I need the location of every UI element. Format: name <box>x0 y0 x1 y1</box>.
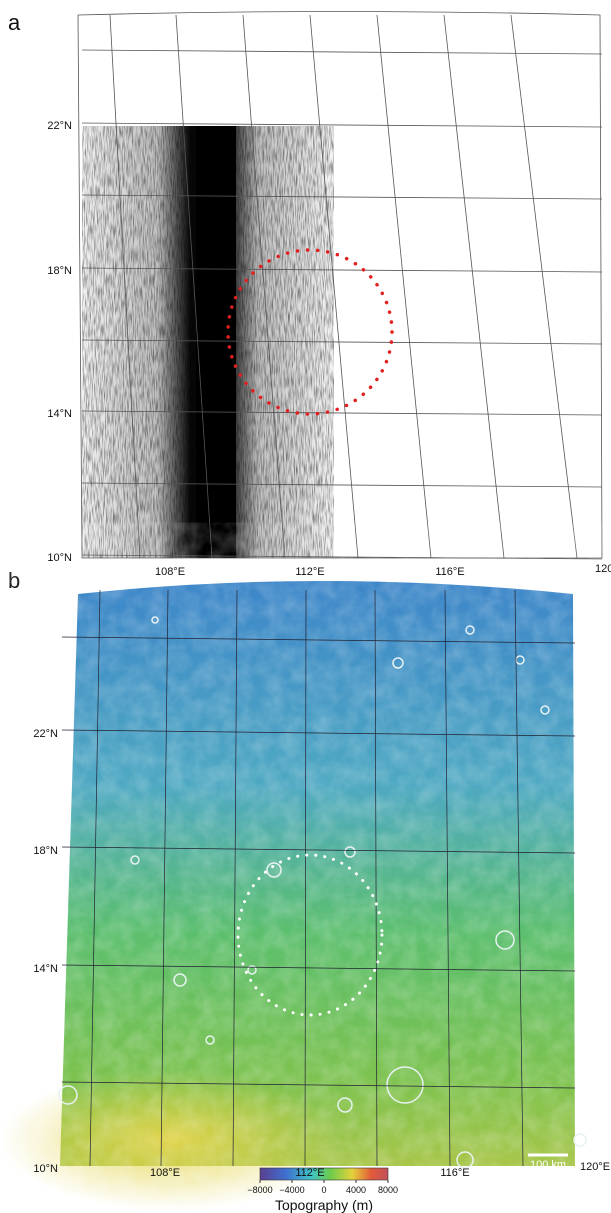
dotted-circle <box>226 248 394 416</box>
coordinate-label: 108°E <box>155 566 185 578</box>
crater <box>392 657 404 669</box>
coordinate-label: 112°E <box>295 1167 324 1179</box>
crater <box>205 1035 215 1045</box>
grid-line <box>376 14 432 559</box>
grid-line <box>61 729 576 737</box>
grid-line <box>81 410 603 416</box>
coordinate-label: 112°E <box>295 566 324 578</box>
crater <box>58 1085 78 1105</box>
crater <box>573 1133 587 1147</box>
coordinate-label: 14°N <box>33 963 58 975</box>
grid-line <box>81 339 603 345</box>
crater <box>337 1097 353 1113</box>
tick-label: −8000 <box>247 1185 272 1195</box>
tick-label: 4000 <box>346 1185 366 1195</box>
coordinate-label: 18°N <box>47 265 72 277</box>
crater <box>130 855 140 865</box>
tick-label: 8000 <box>378 1185 398 1195</box>
crater <box>266 862 282 878</box>
dotted-circle <box>236 853 384 1017</box>
grid-line <box>309 14 359 559</box>
grid-line <box>81 122 603 128</box>
craters <box>58 616 587 1169</box>
grid-line <box>160 589 169 1167</box>
grid-line <box>242 14 286 559</box>
panel-label: b <box>8 568 20 593</box>
grid-line <box>444 589 451 1167</box>
crater <box>495 930 515 950</box>
grid-line <box>81 49 603 55</box>
panel-label: a <box>8 10 21 35</box>
grid-line <box>374 589 378 1167</box>
coordinate-label: 10°N <box>33 1163 58 1175</box>
crater <box>540 705 550 715</box>
crater <box>173 973 187 987</box>
tick-label: −4000 <box>279 1185 304 1195</box>
coordinate-label: 22°N <box>47 120 72 132</box>
coordinate-label: 18°N <box>33 845 58 857</box>
grid-line <box>514 589 524 1167</box>
coordinate-label: 116°E <box>440 1167 469 1179</box>
crater <box>151 616 159 624</box>
coordinate-label: 120°E <box>595 563 611 575</box>
grid-line <box>109 14 141 559</box>
grid-line <box>175 14 213 559</box>
grid <box>61 589 576 1167</box>
coordinate-label: 14°N <box>47 408 72 420</box>
coordinate-label: 108°E <box>150 1167 180 1179</box>
grid-line <box>89 589 101 1167</box>
grid-line <box>443 14 505 559</box>
scale-label: 100 km <box>530 1159 566 1171</box>
tick-label: 0 <box>321 1185 326 1195</box>
grid-line <box>304 589 307 1167</box>
grid-line <box>61 846 576 854</box>
crater <box>386 1066 424 1104</box>
crater <box>465 625 475 635</box>
grid-line <box>81 482 603 488</box>
grid-line <box>61 964 576 972</box>
topography-map <box>0 581 575 1210</box>
grid-line <box>510 14 578 559</box>
crater <box>344 846 356 858</box>
coordinate-label: 10°N <box>47 552 72 564</box>
grid-line <box>61 1081 576 1089</box>
grid-line <box>232 589 238 1167</box>
coordinate-label: 120°E <box>580 1161 610 1173</box>
grid-line <box>61 636 576 644</box>
grid <box>77 11 603 560</box>
colorbar-ticks: −8000 −4000 0 4000 8000 <box>247 1180 398 1195</box>
grid-line <box>81 194 603 200</box>
map-frame <box>77 11 603 559</box>
colorbar-title: Topography (m) <box>275 1197 373 1213</box>
crater <box>456 1151 474 1169</box>
coordinate-label: 22°N <box>33 728 58 740</box>
coordinate-label: 116°E <box>435 566 464 578</box>
crater <box>247 965 257 975</box>
grid-line <box>81 267 603 273</box>
